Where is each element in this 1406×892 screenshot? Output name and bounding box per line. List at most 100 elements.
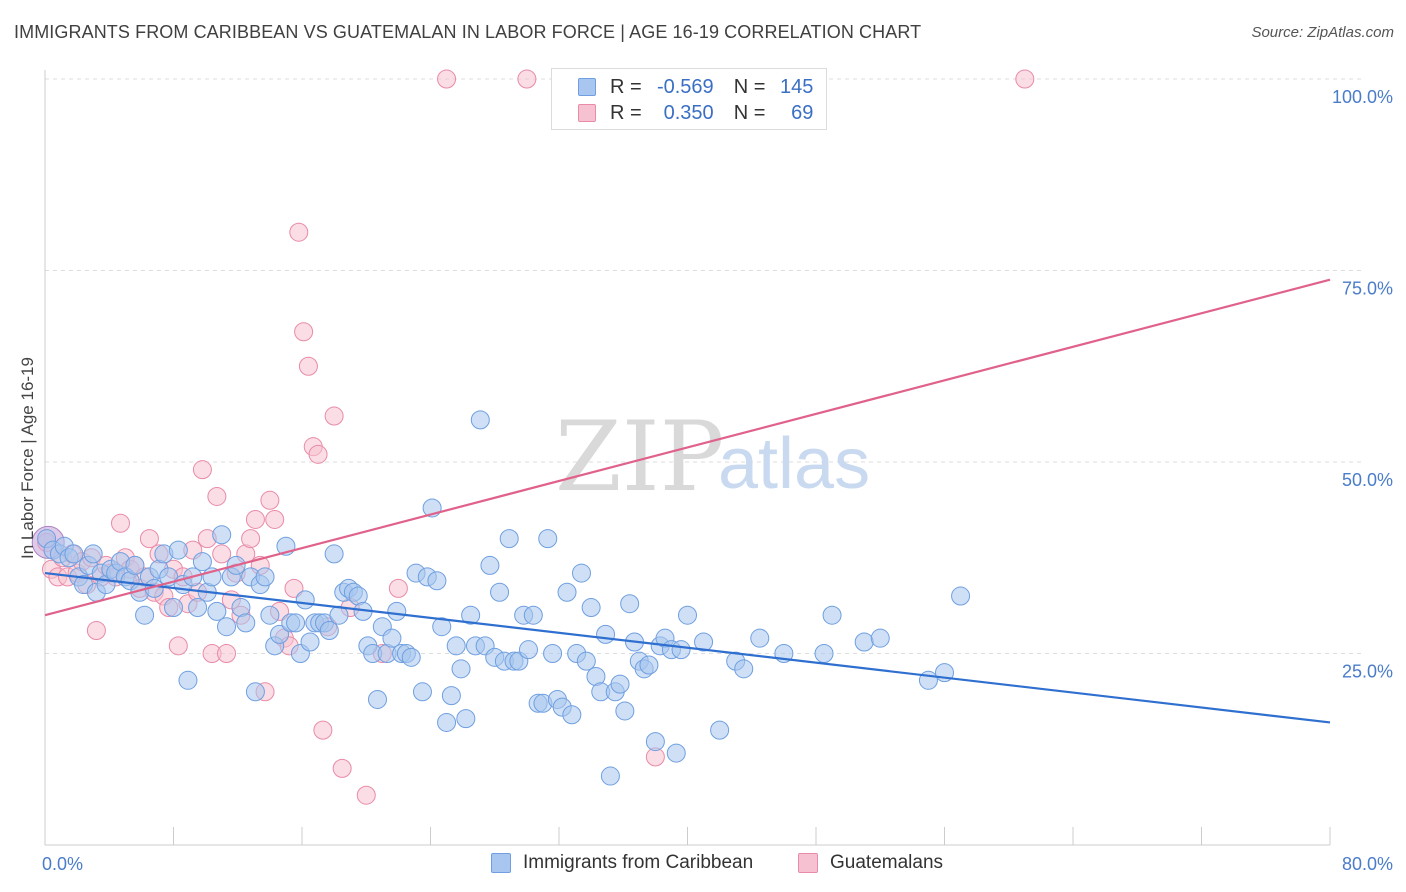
legend-r-label: R = xyxy=(610,75,642,98)
bottom-legend-label-caribbean: Immigrants from Caribbean xyxy=(523,852,754,873)
caribbean-point xyxy=(236,613,256,633)
guatemalans-points xyxy=(31,69,1035,805)
caribbean-point xyxy=(620,594,640,614)
caribbean-point xyxy=(571,563,591,583)
tick-labels: 25.0% 50.0% 75.0% 100.0% 0.0% 80.0% xyxy=(42,87,1393,874)
caribbean-point xyxy=(401,647,421,667)
y-tick-label: 75.0% xyxy=(1342,279,1393,299)
caribbean-point xyxy=(178,670,198,690)
legend-swatch-pink xyxy=(578,104,596,122)
legend-n-label: N = xyxy=(733,101,766,124)
guatemalans-point xyxy=(356,785,376,805)
legend-row-caribbean: R = -0.569 N = 145 xyxy=(578,75,813,99)
caribbean-point xyxy=(480,555,500,575)
caribbean-point xyxy=(319,621,339,641)
guatemalans-point xyxy=(245,509,265,529)
caribbean-point xyxy=(412,682,432,702)
caribbean-point xyxy=(645,732,665,752)
caribbean-point xyxy=(387,601,407,621)
caribbean-point xyxy=(451,659,471,679)
caribbean-point xyxy=(125,555,145,575)
caribbean-point xyxy=(446,636,466,656)
bottom-legend-guatemalans: Guatemalans xyxy=(798,852,943,874)
guatemalans-point xyxy=(332,758,352,778)
guatemalans-point xyxy=(207,486,227,506)
legend-swatch-blue xyxy=(578,78,596,96)
caribbean-trend-line xyxy=(44,571,1331,724)
caribbean-point xyxy=(600,766,620,786)
guatemalans-point xyxy=(313,720,333,740)
watermark-atlas: atlas xyxy=(718,424,870,504)
caribbean-point xyxy=(750,628,770,648)
y-axis-label: In Labor Force | Age 16-19 xyxy=(18,357,37,559)
caribbean-point xyxy=(207,601,227,621)
caribbean-point xyxy=(324,544,344,564)
caribbean-point xyxy=(437,712,457,732)
caribbean-point xyxy=(212,525,232,545)
caribbean-point xyxy=(518,640,538,660)
caribbean-point xyxy=(615,701,635,721)
chart-title: IMMIGRANTS FROM CARIBBEAN VS GUATEMALAN … xyxy=(14,22,922,42)
guatemalans-point xyxy=(284,578,304,598)
caribbean-point xyxy=(164,598,183,618)
caribbean-point xyxy=(300,632,320,652)
guatemalans-point xyxy=(260,490,280,510)
guatemalans-point xyxy=(139,529,159,549)
caribbean-point xyxy=(470,410,490,430)
legend-r-value: -0.569 xyxy=(656,75,714,98)
caribbean-point xyxy=(581,598,601,618)
caribbean-point xyxy=(610,674,630,694)
caribbean-point xyxy=(538,529,558,549)
caribbean-point xyxy=(217,617,237,637)
legend-r-label: R = xyxy=(610,101,642,124)
caribbean-point xyxy=(734,659,754,679)
watermark: ZIP atlas xyxy=(555,401,870,513)
caribbean-point xyxy=(441,686,461,706)
caribbean-point xyxy=(576,651,596,671)
caribbean-point xyxy=(854,632,874,652)
caribbean-point xyxy=(295,590,315,610)
caribbean-point xyxy=(270,624,290,644)
legend-r-value: 0.350 xyxy=(663,101,714,124)
grid-lines xyxy=(45,78,1365,654)
y-tick-label: 25.0% xyxy=(1342,662,1393,682)
caribbean-point xyxy=(710,720,730,740)
caribbean-point xyxy=(562,705,582,725)
caribbean-point xyxy=(83,544,103,564)
guatemalans-point xyxy=(298,356,318,376)
caribbean-point xyxy=(432,617,452,637)
caribbean-points xyxy=(37,410,971,786)
caribbean-point xyxy=(427,571,447,591)
caribbean-point xyxy=(694,632,714,652)
caribbean-point xyxy=(814,644,834,663)
x-tick-label: 0.0% xyxy=(42,854,83,874)
guatemalans-point xyxy=(324,406,344,426)
bottom-legend-swatch-blue xyxy=(491,853,511,873)
correlation-legend: R = -0.569 N = 145 R = 0.350 N = 69 xyxy=(551,68,827,130)
source-label: Source: ZipAtlas.com xyxy=(1251,24,1394,41)
caribbean-point xyxy=(951,586,971,606)
caribbean-point xyxy=(64,544,84,564)
caribbean-point xyxy=(168,540,188,560)
caribbean-point xyxy=(543,644,563,663)
caribbean-point xyxy=(255,567,275,587)
caribbean-point xyxy=(188,598,208,618)
caribbean-point xyxy=(822,605,842,625)
caribbean-point xyxy=(671,640,691,660)
guatemalans-point xyxy=(212,544,232,564)
caribbean-point xyxy=(260,605,280,625)
caribbean-point xyxy=(461,605,481,625)
caribbean-point xyxy=(596,624,616,644)
guatemalans-point xyxy=(168,636,188,656)
caribbean-point xyxy=(490,582,510,602)
y-tick-label: 100.0% xyxy=(1332,87,1393,107)
caribbean-point xyxy=(456,709,476,729)
bottom-legend-swatch-pink xyxy=(798,853,818,873)
y-tick-label: 50.0% xyxy=(1342,470,1393,490)
legend-n-label: N = xyxy=(733,75,766,98)
caribbean-point xyxy=(135,605,155,625)
guatemalans-point xyxy=(289,222,309,242)
caribbean-point xyxy=(523,605,543,625)
trend-lines xyxy=(44,278,1331,724)
